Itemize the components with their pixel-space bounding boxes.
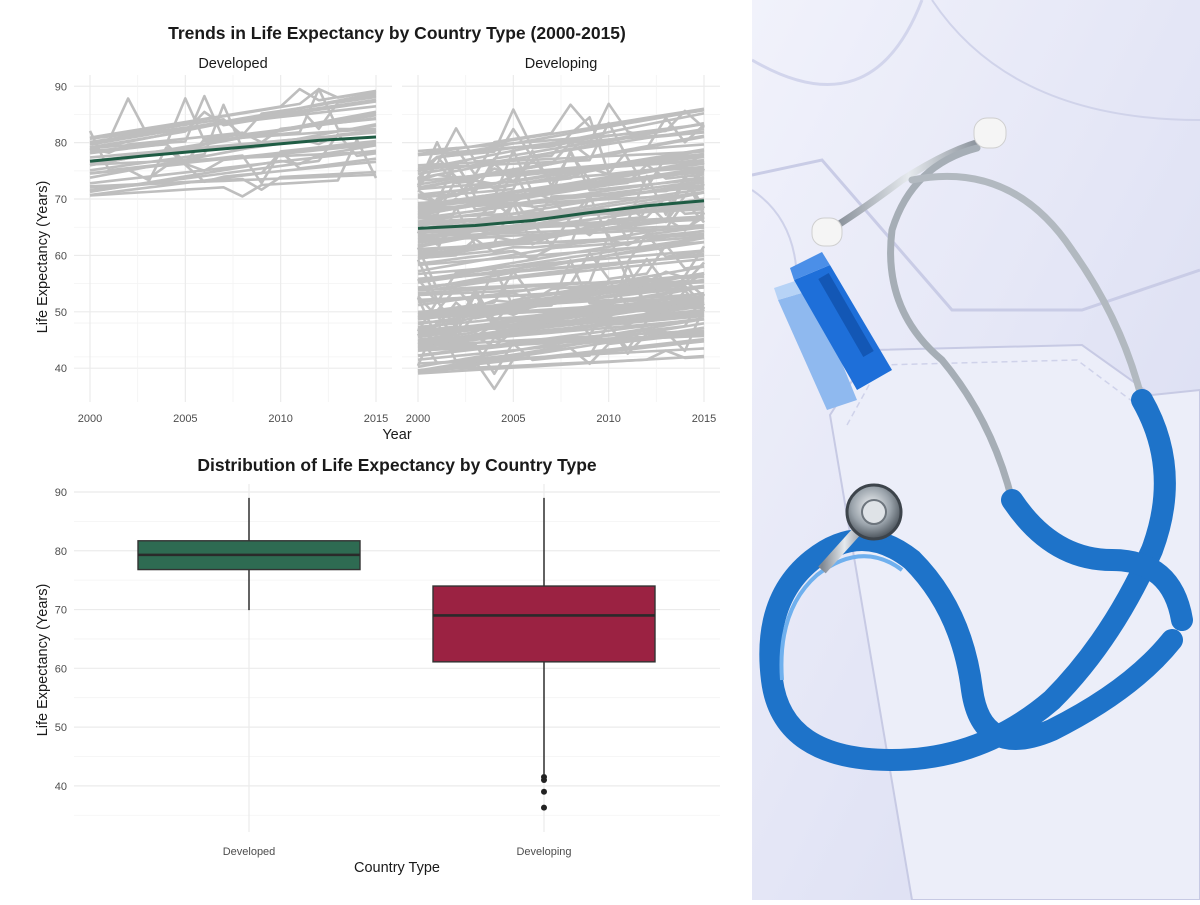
y-tick-label: 70 (55, 194, 67, 206)
country-line (417, 271, 705, 331)
y-tick-label: 90 (55, 487, 67, 499)
country-line (417, 135, 705, 189)
x-tick-label: 2005 (173, 413, 197, 425)
y-tick-label: 70 (55, 605, 67, 617)
tubing-highlight (779, 554, 904, 681)
x-tick-label: 2000 (78, 413, 102, 425)
coat-fold (931, 0, 1200, 121)
country-line (417, 254, 705, 281)
country-line (417, 122, 705, 180)
stethoscope-photo (752, 0, 1200, 900)
stethoscope-tubing (759, 389, 1183, 772)
country-line (417, 317, 705, 369)
pocket-stitch (846, 359, 1145, 426)
y-tick-label: 40 (55, 781, 67, 793)
x-tick-label: 2015 (364, 413, 388, 425)
outlier-point (541, 788, 547, 795)
chestpiece-diaphragm (861, 499, 887, 525)
y-tick-label: 50 (55, 722, 67, 734)
country-line (89, 138, 378, 198)
stethoscope-binaural-left (826, 136, 991, 234)
country-line (417, 236, 705, 291)
country-line (417, 347, 705, 365)
country-line (417, 293, 706, 358)
country-line (417, 116, 705, 175)
trend-chart-xlabel: Year (382, 427, 411, 443)
coat-lapel (752, 158, 1200, 312)
country-line (417, 167, 705, 223)
country-line (416, 289, 705, 353)
trend-chart-title: Trends in Life Expectancy by Country Typ… (168, 23, 626, 43)
x-tick-label: Developing (516, 846, 571, 858)
country-line (417, 322, 705, 372)
pen-blue (790, 252, 892, 390)
country-line (417, 179, 705, 220)
y-tick-label: 40 (55, 363, 67, 375)
country-line (417, 233, 705, 251)
country-line (417, 108, 705, 157)
country-line (416, 152, 705, 189)
country-line (417, 225, 705, 265)
country-line (417, 278, 705, 321)
ear-tip-right (973, 117, 1007, 149)
stethoscope-binaural-right-2 (908, 172, 1146, 404)
country-line (417, 291, 705, 337)
country-line (417, 211, 705, 261)
country-line (417, 236, 705, 282)
country-line (417, 330, 705, 361)
trend-chart-ylabel: Life Expectancy (Years) (35, 181, 51, 334)
country-line (89, 141, 377, 175)
y-tick-label: 50 (55, 307, 67, 319)
facet-label-developed: Developed (198, 56, 267, 72)
charts-panel: Trends in Life Expectancy by Country Typ… (35, 23, 720, 876)
outlier-point (541, 776, 547, 783)
country-line (89, 94, 377, 150)
y-tick-label: 60 (55, 250, 67, 262)
country-line (416, 229, 705, 304)
country-line (417, 275, 705, 343)
stethoscope-icon (752, 0, 1200, 900)
coat-fold (752, 0, 924, 86)
x-tick-label: 2010 (596, 413, 620, 425)
country-line (417, 354, 705, 375)
x-tick-label: 2010 (268, 413, 292, 425)
facet-label-developing: Developing (525, 56, 598, 72)
country-line (417, 159, 705, 191)
country-line (89, 144, 377, 194)
country-line (417, 205, 705, 224)
ear-tip-left (811, 217, 843, 247)
stethoscope-tubing-2 (1001, 489, 1193, 631)
box-developing (432, 585, 656, 663)
country-line (89, 97, 377, 145)
country-line (417, 245, 706, 304)
outlier-point (541, 804, 547, 811)
country-line (417, 121, 705, 180)
country-line (417, 121, 705, 190)
y-tick-label: 80 (55, 138, 67, 150)
country-line (89, 149, 377, 185)
y-tick-label: 60 (55, 663, 67, 675)
country-line (417, 149, 705, 199)
country-line (89, 87, 377, 140)
x-tick-label: Developed (223, 846, 276, 858)
country-line (417, 314, 705, 346)
facet-panel-developed: 2000 2005 2010 2015 40 50 60 70 80 90 (55, 75, 392, 425)
x-tick-label: 2005 (501, 413, 525, 425)
facet-panel-developing: 2000 2005 2010 2015 (402, 75, 720, 425)
box-chart-xlabel: Country Type (354, 860, 440, 876)
charts-svg: Trends in Life Expectancy by Country Typ… (35, 23, 720, 876)
box-chart-title: Distribution of Life Expectancy by Count… (197, 455, 597, 475)
box-chart-ylabel: Life Expectancy (Years) (35, 584, 51, 737)
box-plot-panel: 40 50 60 70 80 90 Developed Developing (55, 484, 720, 858)
trend-line-developed (89, 135, 377, 163)
x-tick-label: 2015 (692, 413, 716, 425)
y-tick-label: 80 (55, 546, 67, 558)
x-tick-label: 2000 (406, 413, 430, 425)
y-tick-label: 90 (55, 81, 67, 93)
trend-line-developing (417, 199, 705, 230)
